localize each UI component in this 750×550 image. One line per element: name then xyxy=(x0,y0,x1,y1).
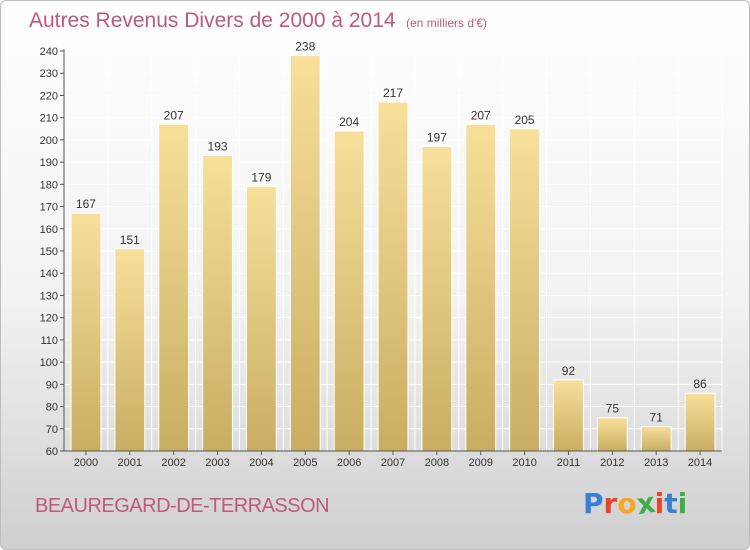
bar-2000 xyxy=(70,212,102,452)
value-label: 151 xyxy=(120,233,140,247)
bar-2007 xyxy=(377,101,409,452)
value-label: 238 xyxy=(295,39,315,53)
chart-title: Autres Revenus Divers de 2000 à 2014 xyxy=(29,9,396,32)
brand-letter: t xyxy=(664,487,678,520)
y-tick-label: 180 xyxy=(40,179,58,191)
y-tick-label: 210 xyxy=(40,113,58,125)
y-tick-label: 200 xyxy=(40,135,58,147)
x-tick-label: 2006 xyxy=(337,457,361,469)
brand-letter: i xyxy=(654,487,665,520)
value-label: 197 xyxy=(427,131,447,145)
bar-2010 xyxy=(509,128,541,452)
x-tick-label: 2003 xyxy=(205,457,229,469)
value-label: 179 xyxy=(251,171,271,185)
y-tick-label: 150 xyxy=(40,246,58,258)
y-tick-label: 240 xyxy=(40,46,58,58)
x-tick-label: 2011 xyxy=(557,457,581,469)
x-tick-label: 2007 xyxy=(381,457,405,469)
bar-2014 xyxy=(684,392,716,452)
x-tick-label: 2010 xyxy=(512,457,536,469)
chart-subtitle: (en milliers d'€) xyxy=(406,16,487,30)
x-tick-label: 2009 xyxy=(468,457,492,469)
value-label: 217 xyxy=(383,86,403,100)
axes: 60 70 80 90 100 110 120 130 140 150 160 170 180 190 20… xyxy=(40,46,722,469)
y-tick-label: 230 xyxy=(40,68,58,80)
commune-name: BEAUREGARD-DE-TERRASSON xyxy=(35,495,330,517)
y-tick-label: 160 xyxy=(40,224,58,236)
value-label: 205 xyxy=(515,113,535,127)
bar-2009 xyxy=(465,123,497,452)
x-tick-label: 2014 xyxy=(688,457,712,469)
brand-letter: o xyxy=(617,487,637,520)
bar-2008 xyxy=(421,146,453,452)
y-tick-label: 220 xyxy=(40,90,58,102)
x-tick-label: 2008 xyxy=(425,457,449,469)
brand-letter: r xyxy=(603,487,618,520)
bar-2011 xyxy=(553,379,584,452)
x-tick-label: 2001 xyxy=(118,457,142,469)
x-tick-label: 2002 xyxy=(161,457,185,469)
y-tick-label: 130 xyxy=(40,290,58,302)
value-label: 75 xyxy=(606,402,620,416)
bar-2006 xyxy=(333,130,365,452)
value-label: 204 xyxy=(339,115,359,129)
value-label: 71 xyxy=(650,411,664,425)
bar-2002 xyxy=(158,123,190,452)
x-tick-label: 2013 xyxy=(644,457,668,469)
x-tick-label: 2000 xyxy=(74,457,98,469)
brand-letter: i xyxy=(677,487,688,520)
y-tick-label: 100 xyxy=(40,357,58,369)
y-tick-label: 140 xyxy=(40,268,58,280)
brand-letter: P xyxy=(583,487,604,520)
title-row: Autres Revenus Divers de 2000 à 2014 (en… xyxy=(29,9,487,33)
value-label: 86 xyxy=(693,377,707,391)
y-tick-label: 90 xyxy=(46,379,58,391)
bar-2005 xyxy=(289,54,321,452)
value-label: 193 xyxy=(208,139,228,153)
value-label: 207 xyxy=(471,108,491,122)
x-tick-label: 2012 xyxy=(600,457,624,469)
value-label: 92 xyxy=(562,364,576,378)
y-tick-label: 80 xyxy=(46,402,58,414)
brand-letter: x xyxy=(634,485,657,522)
y-tick-label: 120 xyxy=(40,313,58,325)
x-tick-label: 2004 xyxy=(249,457,273,469)
bar-2013 xyxy=(640,426,672,452)
y-tick-label: 190 xyxy=(40,157,58,169)
bar-2001 xyxy=(114,248,146,452)
y-tick-label: 60 xyxy=(46,446,58,458)
brand-logo[interactable]: Proxiti xyxy=(583,485,688,522)
bar-2003 xyxy=(202,154,233,452)
y-tick-label: 70 xyxy=(46,424,58,436)
bars: 167 151 207 193 179 238 204 217 197 207 205 92 75 71 8… xyxy=(70,39,716,452)
y-tick-label: 170 xyxy=(40,202,58,214)
x-tick-label: 2005 xyxy=(293,457,317,469)
value-label: 167 xyxy=(76,197,96,211)
bar-2012 xyxy=(596,417,628,452)
value-label: 207 xyxy=(164,108,184,122)
y-tick-label: 110 xyxy=(40,335,58,347)
bar-2004 xyxy=(245,186,277,452)
